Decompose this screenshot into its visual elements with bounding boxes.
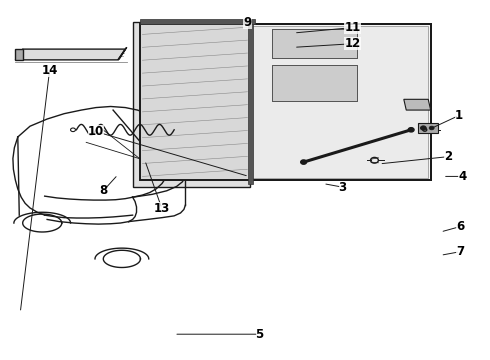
Polygon shape	[272, 30, 357, 58]
Polygon shape	[118, 47, 127, 60]
Text: 2: 2	[444, 150, 452, 163]
Polygon shape	[140, 24, 250, 180]
Circle shape	[301, 160, 307, 164]
Polygon shape	[272, 65, 357, 101]
Polygon shape	[404, 99, 431, 110]
Polygon shape	[272, 65, 357, 101]
Polygon shape	[140, 19, 255, 24]
Text: 10: 10	[88, 125, 104, 138]
Polygon shape	[248, 23, 253, 184]
Circle shape	[420, 126, 426, 130]
Polygon shape	[15, 49, 125, 60]
Text: 14: 14	[41, 64, 58, 77]
Polygon shape	[252, 26, 428, 178]
Circle shape	[408, 128, 414, 132]
Text: 13: 13	[154, 202, 170, 215]
Polygon shape	[15, 49, 23, 60]
Text: 12: 12	[344, 37, 361, 50]
Text: 9: 9	[244, 16, 251, 29]
Text: 3: 3	[339, 181, 347, 194]
Text: 11: 11	[344, 21, 361, 34]
Polygon shape	[133, 22, 250, 187]
Text: 6: 6	[456, 220, 464, 233]
Polygon shape	[140, 24, 431, 180]
Text: 5: 5	[255, 328, 264, 341]
Polygon shape	[418, 123, 438, 134]
Text: 1: 1	[455, 109, 463, 122]
Polygon shape	[272, 30, 357, 58]
Text: 7: 7	[456, 245, 464, 258]
Circle shape	[429, 126, 434, 130]
Text: 8: 8	[99, 184, 107, 197]
Text: 4: 4	[458, 170, 466, 183]
